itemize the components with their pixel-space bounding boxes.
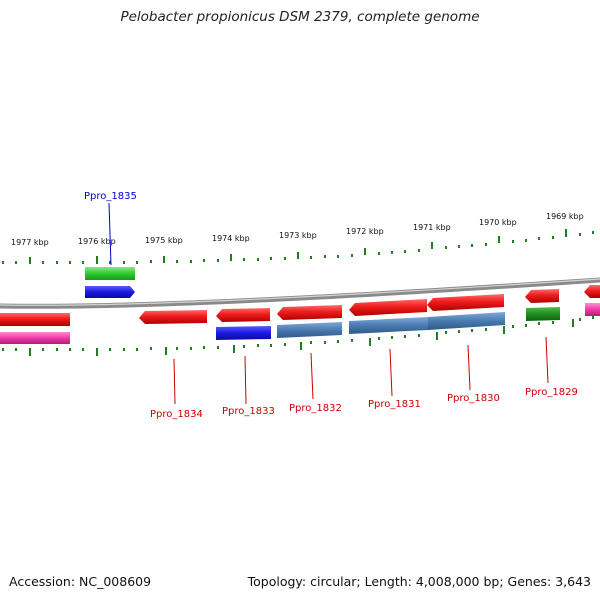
label-connectors [108,202,549,405]
gene-label-ppro-1829[interactable]: Ppro_1829 [525,387,578,398]
gene-feature-magenta[interactable] [0,332,70,344]
gene-label-ppro-1832[interactable]: Ppro_1832 [289,403,342,414]
scale-label: 1972 kbp [346,227,384,236]
gene-arrow-red[interactable] [0,313,70,326]
genome-stats-text: Topology: circular; Length: 4,008,000 bp… [247,574,591,589]
gene-arrow-red[interactable] [427,294,504,311]
gene-label-ppro-1833[interactable]: Ppro_1833 [222,406,275,417]
gene-arrow-red[interactable] [349,299,427,316]
gene-label-ppro-1830[interactable]: Ppro_1830 [447,393,500,404]
gene-feature-blue[interactable] [216,326,271,340]
gene-arrow-red[interactable] [139,310,207,324]
scale-label: 1975 kbp [145,236,183,245]
gene-label-ppro-1831[interactable]: Ppro_1831 [368,399,421,410]
gene-arrow-red[interactable] [525,289,559,303]
scale-label: 1974 kbp [212,234,250,243]
gene-label-ppro-1835[interactable]: Ppro_1835 [84,191,137,202]
lower-scale-ticks [2,316,594,356]
genome-backbone [0,277,600,309]
scale-label: 1971 kbp [413,223,451,232]
genome-title: Pelobacter propionicus DSM 2379, complet… [120,9,480,25]
scale-label: 1977 kbp [11,238,49,247]
gene-feature-green[interactable] [85,267,135,280]
upper-scale-ticks [2,229,594,264]
gene-feature-dark-green[interactable] [526,307,560,321]
accession-text: Accession: NC_008609 [9,574,152,589]
gene-feature-steel[interactable] [428,312,505,330]
gene-arrow-red[interactable] [584,285,600,298]
scale-label: 1976 kbp [78,237,116,246]
gene-label-ppro-1834[interactable]: Ppro_1834 [150,409,203,420]
scale-label: 1973 kbp [279,231,317,240]
gene-feature-magenta[interactable] [585,303,600,316]
gene-feature-steel[interactable] [277,322,342,338]
gene-feature-blue[interactable] [85,286,135,298]
gene-feature-steel[interactable] [349,317,428,334]
gene-arrow-red[interactable] [277,305,342,320]
gene-arrow-red[interactable] [216,308,270,322]
scale-label: 1969 kbp [546,212,584,221]
scale-label: 1970 kbp [479,218,517,227]
scale-labels: 1977 kbp 1976 kbp 1975 kbp 1974 kbp 1973… [11,212,584,247]
